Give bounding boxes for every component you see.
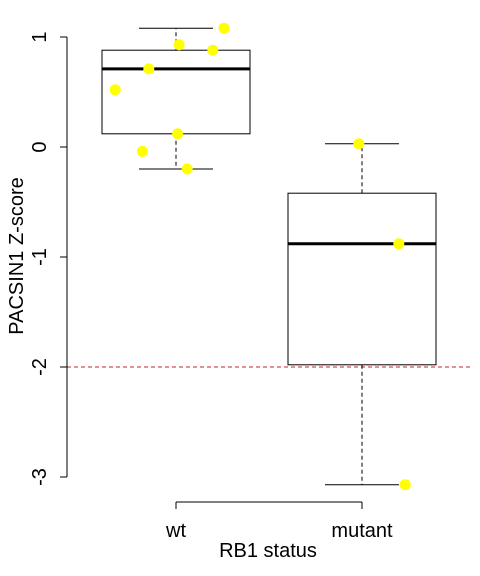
data-point-wt-7 bbox=[181, 163, 193, 175]
data-point-wt-4 bbox=[109, 84, 121, 96]
data-point-wt-1 bbox=[173, 39, 185, 51]
plot-area bbox=[67, 22, 472, 491]
y-tick-label: -2 bbox=[29, 358, 51, 376]
y-tick-label: -3 bbox=[29, 468, 51, 486]
data-point-wt-5 bbox=[172, 128, 184, 140]
axes: -3 -2 -1 0 1 wt mutant bbox=[29, 31, 393, 542]
data-point-wt-6 bbox=[136, 145, 148, 157]
x-tick-label-wt: wt bbox=[165, 520, 186, 542]
data-point-wt-2 bbox=[207, 44, 219, 56]
box-iqr bbox=[287, 192, 437, 366]
y-tick-label: -1 bbox=[29, 248, 51, 266]
x-tick-label-mutant: mutant bbox=[331, 520, 393, 542]
box-iqr bbox=[101, 49, 251, 135]
y-tick-label: 0 bbox=[29, 141, 51, 152]
y-axis-label: PACSIN1 Z-score bbox=[6, 177, 28, 334]
box-wt bbox=[101, 27, 251, 170]
data-point-wt-0 bbox=[218, 22, 230, 34]
box-mutant bbox=[287, 143, 437, 486]
data-point-mutant-8 bbox=[353, 138, 365, 150]
data-point-wt-3 bbox=[143, 63, 155, 75]
data-point-mutant-10 bbox=[399, 479, 411, 491]
x-axis-label: RB1 status bbox=[219, 540, 317, 562]
data-point-mutant-9 bbox=[393, 238, 405, 250]
y-tick-label: 1 bbox=[29, 31, 51, 42]
